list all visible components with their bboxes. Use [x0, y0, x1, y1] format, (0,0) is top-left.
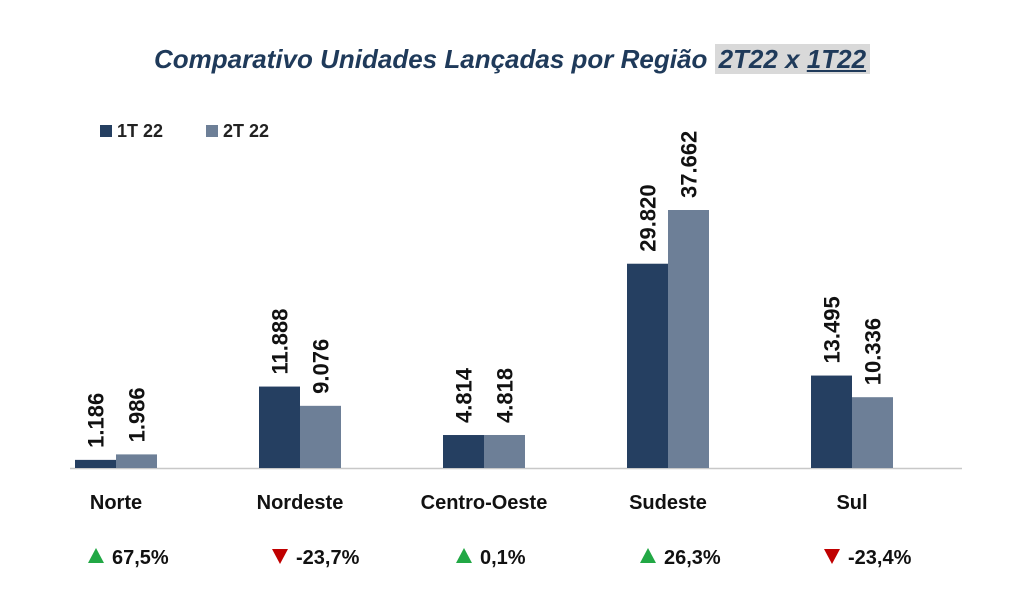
data-label: 4.814: [452, 367, 477, 423]
bar: [852, 397, 893, 468]
category-label: Sul: [836, 492, 867, 514]
bar: [259, 386, 300, 468]
data-label: 1.986: [125, 387, 150, 442]
data-label: 11.888: [268, 308, 293, 374]
change-label: 26,3%: [664, 547, 721, 569]
change-label: -23,7%: [296, 547, 360, 569]
category-label: Nordeste: [257, 492, 344, 514]
chart-title-highlight: 2T22 x 1T22: [714, 44, 871, 74]
up-arrow-icon: [456, 548, 472, 563]
change-label: -23,4%: [848, 547, 912, 569]
legend-label: 2T 22: [223, 121, 269, 141]
data-label: 4.818: [493, 368, 518, 423]
legend-label: 1T 22: [117, 121, 163, 141]
bar: [484, 434, 525, 468]
chart-title-text: Comparativo Unidades Lançadas por Região: [153, 44, 708, 74]
bar: [627, 263, 668, 468]
up-arrow-icon: [88, 548, 104, 563]
bar: [300, 405, 341, 468]
bar: [75, 459, 116, 468]
bar: [116, 454, 157, 468]
change-label: 0,1%: [480, 547, 526, 569]
chart-title-separator: x: [785, 44, 800, 74]
data-label: 10.336: [861, 318, 886, 385]
data-label: 37.662: [677, 131, 702, 198]
bar: [443, 435, 484, 468]
chart-title-period-b: 1T22: [806, 44, 867, 74]
bar: [668, 210, 709, 468]
legend-swatch: [100, 125, 112, 137]
change-label: 67,5%: [112, 547, 169, 569]
up-arrow-icon: [640, 548, 656, 563]
category-label: Centro-Oeste: [421, 492, 548, 514]
down-arrow-icon: [272, 549, 288, 564]
category-label: Sudeste: [629, 492, 707, 514]
legend-swatch: [206, 125, 218, 137]
chart-title: Comparativo Unidades Lançadas por Região…: [0, 44, 1024, 75]
category-label: Norte: [90, 492, 142, 514]
chart-title-period-a: 2T22: [718, 44, 778, 74]
bar: [811, 375, 852, 468]
data-label: 29.820: [636, 184, 661, 251]
data-label: 13.495: [820, 296, 845, 363]
down-arrow-icon: [824, 549, 840, 564]
data-label: 1.186: [84, 393, 109, 448]
data-label: 9.076: [309, 339, 334, 394]
